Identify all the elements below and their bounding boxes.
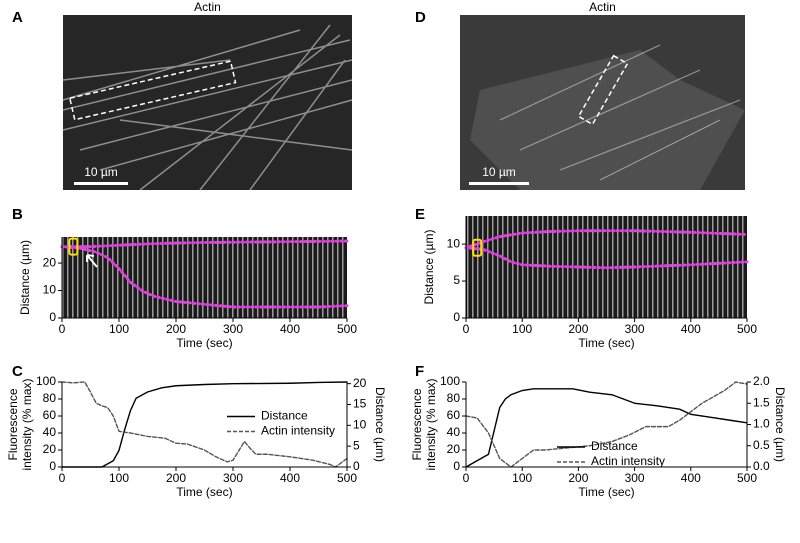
x-tick-label: 500	[337, 322, 357, 336]
y-axis-title: Fluorescence	[6, 388, 20, 460]
image-title: Actin	[194, 0, 221, 14]
image-title: Actin	[589, 0, 616, 14]
series-line	[60, 239, 349, 249]
y-tick-label: 0	[453, 459, 460, 473]
y-tick-label: 80	[447, 391, 461, 405]
panel-letter: E	[415, 206, 425, 223]
y-axis-title: Fluorescence	[410, 388, 424, 460]
x-tick-label: 400	[280, 322, 300, 336]
x-tick-label: 100	[512, 471, 532, 485]
highlight-box	[472, 238, 483, 257]
series-line	[464, 229, 749, 250]
x-axis-title: Time (sec)	[176, 336, 232, 350]
legend-label: Distance	[261, 409, 308, 423]
scale-bar-label: 10 µm	[84, 165, 118, 179]
x-tick-label: 100	[512, 322, 532, 336]
legend-label: Actin intensity	[591, 454, 665, 468]
series-line	[60, 245, 349, 309]
y2-tick-label: 20	[353, 376, 367, 390]
x-tick-label: 200	[166, 471, 186, 485]
y2-tick-label: 10	[353, 418, 367, 432]
x-tick-label: 200	[568, 322, 588, 336]
y2-tick-label: 1.5	[753, 395, 770, 409]
x-tick-label: 300	[625, 322, 645, 336]
x-tick-label: 200	[166, 322, 186, 336]
y2-axis-title: Distance (µm)	[773, 387, 787, 462]
x-tick-label: 100	[109, 322, 129, 336]
y-tick-label: 20	[43, 442, 57, 456]
x-tick-label: 400	[681, 471, 701, 485]
panel-letter: A	[12, 9, 23, 26]
y-tick-label: 40	[447, 425, 461, 439]
x-tick-label: 300	[625, 471, 645, 485]
x-tick-label: 300	[223, 322, 243, 336]
y-axis-title: Distance (µm)	[422, 230, 436, 305]
y-tick-label: 20	[43, 255, 57, 269]
legend-label: Actin intensity	[261, 424, 335, 438]
y2-tick-label: 0.5	[753, 438, 770, 452]
panel-letter: C	[12, 363, 23, 380]
x-tick-label: 300	[223, 471, 243, 485]
panel-letter: B	[12, 206, 23, 223]
x-tick-label: 400	[681, 322, 701, 336]
series-line	[465, 381, 748, 468]
y-tick-label: 100	[36, 374, 56, 388]
y-tick-label: 0	[453, 310, 460, 324]
x-tick-label: 400	[280, 471, 300, 485]
y-tick-label: 100	[440, 374, 460, 388]
y-tick-label: 0	[49, 310, 56, 324]
y-tick-label: 60	[447, 408, 461, 422]
x-tick-label: 0	[59, 322, 66, 336]
y2-axis-title: Distance (µm)	[373, 387, 387, 462]
x-tick-label: 500	[337, 471, 357, 485]
kymograph-image	[62, 237, 347, 318]
x-tick-label: 0	[59, 471, 66, 485]
scale-bar-label: 10 µm	[482, 165, 516, 179]
y2-tick-label: 0.0	[753, 459, 770, 473]
x-axis-title: Time (sec)	[578, 485, 634, 499]
y-tick-label: 80	[43, 391, 57, 405]
y-tick-label: 20	[447, 442, 461, 456]
y-tick-label: 40	[43, 425, 57, 439]
y-tick-label: 60	[43, 408, 57, 422]
y-tick-label: 10	[447, 236, 461, 250]
x-tick-label: 0	[463, 471, 470, 485]
series-line	[61, 381, 348, 468]
panel-letter: F	[415, 363, 424, 380]
x-tick-label: 100	[109, 471, 129, 485]
y2-tick-label: 1.0	[753, 417, 770, 431]
micrograph	[460, 15, 745, 190]
legend-label: Distance	[591, 439, 638, 453]
highlight-box	[68, 237, 79, 256]
y2-tick-label: 2.0	[753, 374, 770, 388]
x-axis-title: Time (sec)	[578, 336, 634, 350]
arrow	[86, 254, 98, 268]
y-axis-title: Distance (µm)	[18, 240, 32, 315]
y-tick-label: 5	[453, 273, 460, 287]
x-tick-label: 500	[737, 322, 757, 336]
y2-tick-label: 15	[353, 397, 367, 411]
series-line	[464, 246, 749, 270]
y-axis-title: intensity (% max)	[20, 378, 34, 470]
y-tick-label: 10	[43, 283, 57, 297]
series-line	[465, 388, 748, 468]
y-axis-title: intensity (% max)	[424, 378, 438, 470]
series-line	[61, 381, 348, 468]
x-tick-label: 0	[463, 322, 470, 336]
panel-letter: D	[415, 9, 426, 26]
y-tick-label: 0	[49, 459, 56, 473]
x-tick-label: 500	[737, 471, 757, 485]
x-axis-title: Time (sec)	[176, 485, 232, 499]
micrograph	[62, 15, 353, 191]
y2-tick-label: 5	[353, 438, 360, 452]
x-tick-label: 200	[568, 471, 588, 485]
y2-tick-label: 0	[353, 459, 360, 473]
